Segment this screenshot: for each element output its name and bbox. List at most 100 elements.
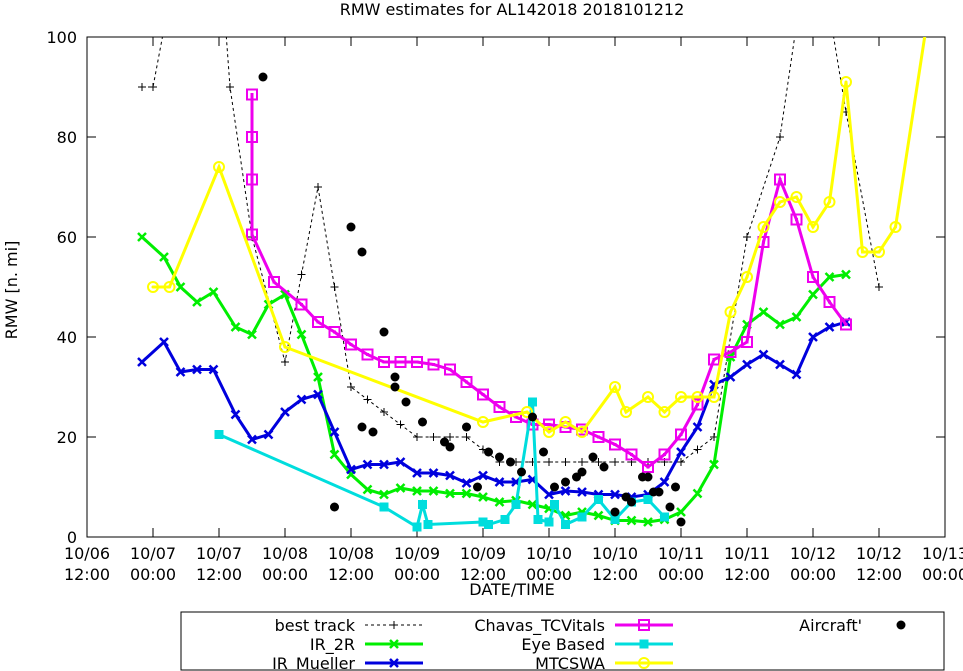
chavas-tcvitals-point-center [250,93,254,96]
mtcswa-point-center [696,395,699,399]
mtcswa-point-center [679,395,683,399]
mtcswa-point [708,391,720,403]
legend-label: Chavas_TCVitals [474,616,605,636]
ir-2r-point [379,489,389,500]
aircraft-point [506,457,515,467]
aircraft-point [654,487,664,497]
ir-2r-point [445,488,455,499]
chavas-tcvitals-point-center [448,368,452,371]
mtcswa-point [279,341,291,353]
aircraft-point [665,502,675,512]
legend-swatch-marker [638,619,650,631]
legend-label: Aircraft' [799,616,862,635]
ir-2r-point [643,517,653,527]
chavas-tcvitals-point [625,448,638,461]
chavas-tcvitals-point-center [613,443,617,446]
x-tick-date-label: 10/09 [394,544,440,563]
chavas-tcvitals-point [724,346,737,358]
eye-based-point [500,515,510,524]
best-track-point [743,233,751,241]
ir-2r-point [247,329,257,340]
legend-label: IR_Mueller [272,654,355,671]
ir-2r-point [841,269,851,280]
legend-box [180,611,945,671]
chavas-tcvitals-point [543,418,555,431]
chavas-tcvitals-point-center [250,178,254,181]
chavas-tcvitals-point [790,213,803,226]
mtcswa-point-center [481,420,485,424]
x-tick-date-label: 10/09 [460,544,506,563]
ir-mueller-point [445,470,455,481]
chavas-tcvitals-point [411,356,423,368]
chavas-tcvitals-point-center [300,303,303,306]
eye-based-point [528,397,537,407]
y-tick-label: 40 [57,328,77,347]
ir-mueller-point [742,359,752,370]
chavas-tcvitals-point-center [333,330,336,334]
x-tick-date-label: 10/10 [526,544,572,563]
chavas-tcvitals-point-center [844,323,848,326]
mtcswa-point [147,281,159,293]
best-track-point [396,420,405,429]
chavas-tcvitals-point [394,356,407,368]
chavas-tcvitals-point-center [696,403,699,406]
ir-mueller-point [280,407,290,417]
mtcswa-point [620,406,632,418]
aircraft-point [390,382,400,392]
series-mtcswa [147,37,927,438]
chavas-tcvitals-point [378,356,390,368]
ir-2r-point [775,319,785,330]
mtcswa-point [543,426,555,438]
mtcswa-point [675,391,687,403]
aircraft-point [346,222,356,232]
mtcswa-point [790,191,803,203]
x-tick-time-label: 00:00 [526,565,572,584]
mtcswa-line [153,37,927,434]
best-track-point [578,458,586,466]
eye-based-point [610,515,620,524]
eye-based-line [218,401,666,530]
plot-area [137,37,927,532]
chavas-tcvitals-point [361,348,374,361]
mtcswa-point [741,271,753,283]
chavas-tcvitals-point-center [811,275,815,279]
mtcswa-point [213,161,225,173]
mtcswa-point [757,221,770,233]
legend-label: MTCSWA [535,654,605,671]
best-track-point [297,270,306,279]
ir-mueller-point [692,422,703,432]
chavas-tcvitals-line [250,94,848,469]
y-axis-label: RMW [n. mi] [2,241,21,340]
x-tick-time-label: 00:00 [394,565,440,584]
best-track-point [226,83,234,91]
best-track-point [561,458,570,466]
ir-mueller-point [428,468,439,478]
chavas-tcvitals-point [807,271,819,283]
x-tick-time-label: 00:00 [130,565,176,584]
mtcswa-point [477,416,489,428]
chavas-tcvitals-point [345,338,357,351]
eye-based-point [379,502,389,512]
best-track-point [314,183,322,191]
mtcswa-point [807,221,819,233]
chavas-tcvitals-point-center [514,415,518,419]
aircraft-point [418,417,427,427]
ir-mueller-point [395,457,406,467]
ir-mueller-point [577,487,587,497]
mtcswa-point [576,426,588,438]
x-tick-time-label: 00:00 [790,565,836,584]
ir-2r-point [527,499,538,510]
ir-mueller-point [775,359,785,370]
best-track-point [594,458,603,466]
aircraft-point [357,247,367,257]
ir-mueller-point [725,372,736,382]
mtcswa-point-center [168,285,171,289]
mtcswa-point-center [624,410,628,414]
eye-based-point [533,515,543,524]
ir-2r-point [478,492,488,502]
ir-2r-point [412,486,422,496]
best-track-point [149,83,157,91]
plot-frame [86,36,946,538]
ir-2r-point [192,297,202,307]
